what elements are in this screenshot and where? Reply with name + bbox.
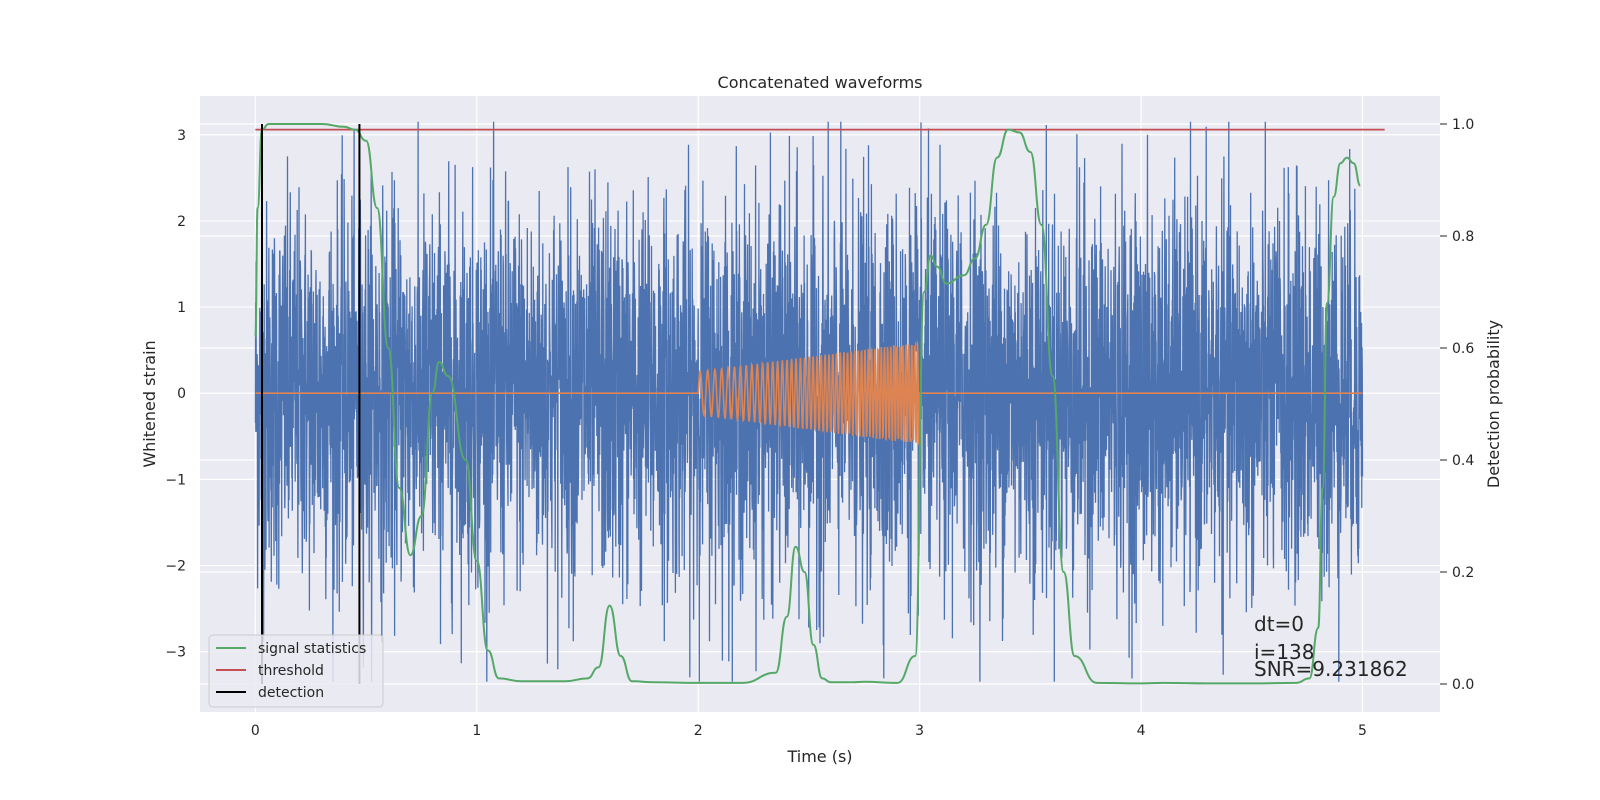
y-tick-label: −1 — [165, 472, 186, 488]
chirp-signal-line — [255, 342, 1363, 445]
series-layer — [254, 121, 1385, 685]
x-tick-label: 0 — [251, 723, 260, 739]
y-tick-label: 1 — [177, 300, 186, 316]
x-tick-label: 5 — [1358, 723, 1367, 739]
y-tick-label: 0 — [177, 386, 186, 402]
x-tick-label: 4 — [1137, 723, 1146, 739]
y2-tick-label: 0.6 — [1452, 341, 1474, 357]
x-axis-label: Time (s) — [786, 747, 852, 766]
y-tick-label: 2 — [177, 214, 186, 230]
legend-label-threshold: threshold — [258, 663, 324, 679]
x-tick-label: 2 — [694, 723, 703, 739]
legend-box — [208, 634, 384, 708]
y-axis-label: Whitened strain — [140, 340, 159, 467]
chart-title: Concatenated waveforms — [718, 73, 923, 92]
annotation-snr: SNR=9.231862 — [1254, 657, 1408, 681]
y-tick-label: −3 — [165, 645, 186, 661]
y2-tick-label: 0.4 — [1452, 453, 1474, 469]
ticks: 0 1 2 3 4 5 −3 −2 −1 0 1 2 3 0.0 0.2 0.4 0.6 0.8 1.0 — [165, 117, 1474, 739]
legend: signal statistics threshold detection — [208, 634, 384, 708]
strain-noise-line — [254, 121, 1364, 682]
annotation-index: i=138 — [1254, 640, 1315, 664]
x-tick-label: 1 — [472, 723, 481, 739]
y2-tick-label: 0.8 — [1452, 229, 1474, 245]
y2-tick-label: 0.0 — [1452, 677, 1474, 693]
y2-tick-label: 1.0 — [1452, 117, 1474, 133]
signal-statistics-line — [254, 123, 1362, 685]
y-tick-label: 3 — [177, 128, 186, 144]
x-tick-label: 3 — [915, 723, 924, 739]
legend-label-detection: detection — [258, 685, 324, 701]
y-tick-label: −2 — [165, 559, 186, 575]
annotation: dt=0 i=138 SNR=9.231862 — [1254, 612, 1408, 681]
y2-axis-label: Detection probability — [1484, 320, 1503, 488]
annotation-dt: dt=0 — [1254, 612, 1304, 636]
y2-tick-label: 0.2 — [1452, 565, 1474, 581]
legend-label-signal-statistics: signal statistics — [258, 641, 366, 657]
